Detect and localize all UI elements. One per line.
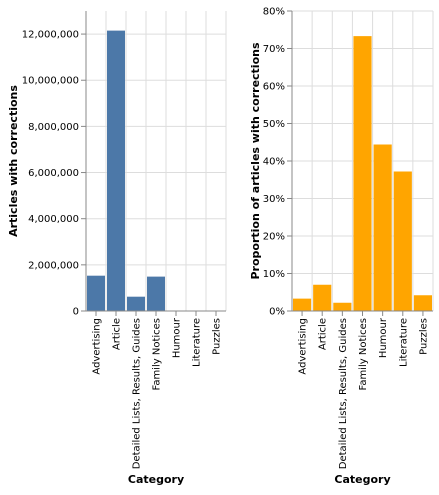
bar-family-notices: [147, 277, 165, 311]
y-axis-title: Articles with corrections: [7, 85, 20, 237]
x-tick-label: Humour: [172, 317, 183, 358]
x-tick-label: Family Notices: [358, 318, 369, 391]
bar-puzzles: [414, 295, 432, 311]
bar-detailed-lists-results-guides: [333, 303, 351, 311]
x-tick-label: Advertising: [298, 318, 309, 375]
y-tick-label: 0: [73, 307, 79, 318]
bar-advertising: [87, 276, 105, 311]
x-tick-label: Puzzles: [418, 318, 429, 355]
y-tick-label: 20%: [263, 232, 285, 243]
y-tick-label: 60%: [263, 82, 285, 93]
y-tick-label: 6,000,000: [28, 168, 79, 179]
y-axis-title: Proportion of articles with corrections: [249, 42, 262, 280]
x-tick-label: Humour: [378, 317, 389, 358]
y-tick-label: 0%: [269, 307, 285, 318]
bar-advertising: [293, 299, 311, 311]
bar-article: [313, 285, 331, 311]
x-tick-label: Literature: [192, 318, 203, 367]
x-axis-title: Category: [128, 473, 184, 486]
y-tick-label: 70%: [263, 44, 285, 55]
bar-detailed-lists-results-guides: [127, 297, 145, 311]
chart-proportion-with-corrections: 0% 10% 20% 30% 40% 50% 60% 70% 80% Advertising Art…: [249, 7, 433, 487]
x-tick-label: Advertising: [92, 318, 103, 375]
x-tick-label: Detailed Lists, Results, Guides: [132, 318, 143, 469]
y-tick-label: 10,000,000: [22, 76, 79, 87]
y-tick-label: 2,000,000: [28, 260, 79, 271]
y-tick-label: 12,000,000: [22, 30, 79, 41]
bar-article: [107, 31, 125, 311]
x-tick-label: Article: [318, 318, 329, 350]
bar-humour: [374, 145, 392, 312]
y-tick-label: 10%: [263, 269, 285, 280]
x-tick-label: Puzzles: [212, 318, 223, 355]
x-tick-label: Article: [112, 318, 123, 350]
x-tick-label: Family Notices: [152, 318, 163, 391]
bar-literature: [394, 172, 412, 312]
x-axis-title: Category: [334, 473, 390, 486]
y-tick-label: 40%: [263, 157, 285, 168]
y-tick-label: 80%: [263, 7, 285, 18]
x-tick-label: Literature: [398, 318, 409, 367]
chart-articles-with-corrections: 0 2,000,000 4,000,000 6,000,000 8,000,000 10,…: [7, 11, 226, 486]
y-tick-label: 4,000,000: [28, 214, 79, 225]
x-tick-label: Detailed Lists, Results, Guides: [338, 318, 349, 469]
y-tick-label: 30%: [263, 194, 285, 205]
bar-family-notices: [353, 36, 371, 311]
y-tick-label: 8,000,000: [28, 122, 79, 133]
y-tick-label: 50%: [263, 119, 285, 130]
